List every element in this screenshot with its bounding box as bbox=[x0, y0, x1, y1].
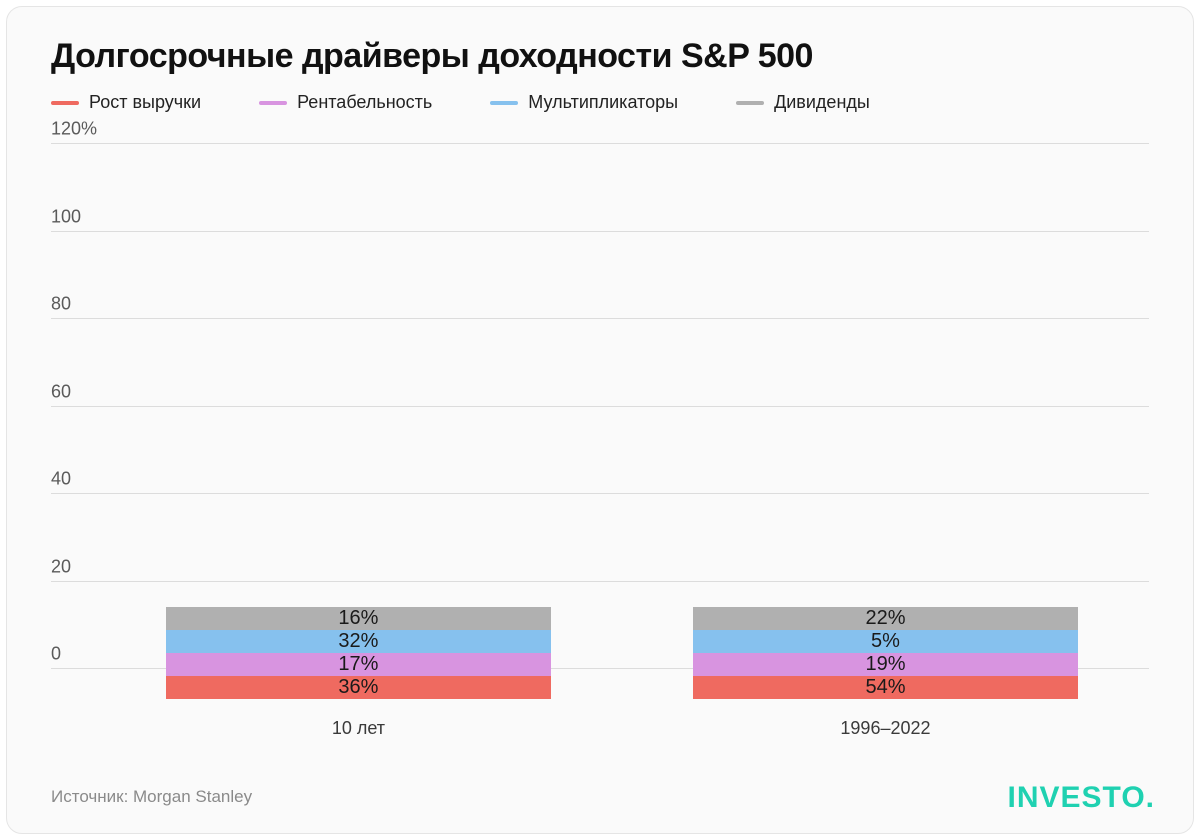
legend-swatch-icon bbox=[259, 101, 287, 105]
bar-segment-multiples: 32% bbox=[166, 630, 550, 653]
bar-segment-revenue: 54% bbox=[693, 676, 1077, 699]
bar-segment-margin: 17% bbox=[166, 653, 550, 676]
legend-label: Мультипликаторы bbox=[528, 92, 678, 113]
legend-swatch-icon bbox=[51, 101, 79, 105]
bar-segment-multiples: 5% bbox=[693, 630, 1077, 653]
bar-segment-dividends: 16% bbox=[166, 607, 550, 630]
legend-item-dividends: Дивиденды bbox=[736, 92, 870, 113]
bar-segment-label: 22% bbox=[865, 607, 905, 630]
y-tick-label: 40 bbox=[51, 469, 71, 490]
bar-c96_22: 54%19%5%22% bbox=[693, 607, 1077, 699]
y-tick-label: 20 bbox=[51, 556, 71, 577]
legend-label: Дивиденды bbox=[774, 92, 870, 113]
plot-area: 020406080100120%36%17%32%16%54%19%5%22%1… bbox=[51, 143, 1149, 819]
bar-segment-label: 19% bbox=[865, 653, 905, 676]
x-tick-label: 1996–2022 bbox=[840, 718, 930, 739]
gridline bbox=[51, 231, 1149, 232]
bar-segment-label: 36% bbox=[338, 676, 378, 699]
bar-segment-label: 5% bbox=[871, 630, 900, 653]
bar-segment-dividends: 22% bbox=[693, 607, 1077, 630]
bar-c10y: 36%17%32%16% bbox=[166, 607, 550, 699]
bar-segment-revenue: 36% bbox=[166, 676, 550, 699]
brand-logo: INVESTO. bbox=[1008, 781, 1155, 815]
bar-segment-margin: 19% bbox=[693, 653, 1077, 676]
y-tick-label: 100 bbox=[51, 206, 81, 227]
chart-card: Долгосрочные драйверы доходности S&P 500… bbox=[6, 6, 1194, 834]
y-tick-label: 80 bbox=[51, 294, 71, 315]
plot: 020406080100120%36%17%32%16%54%19%5%22% bbox=[51, 143, 1149, 699]
legend-swatch-icon bbox=[490, 101, 518, 105]
y-tick-label: 120% bbox=[51, 119, 97, 140]
x-tick-label: 10 лет bbox=[332, 718, 385, 739]
gridline bbox=[51, 581, 1149, 582]
chart-title: Долгосрочные драйверы доходности S&P 500 bbox=[51, 37, 1149, 76]
legend-swatch-icon bbox=[736, 101, 764, 105]
bar-segment-label: 32% bbox=[338, 630, 378, 653]
bar-segment-label: 16% bbox=[338, 607, 378, 630]
legend-label: Рентабельность bbox=[297, 92, 432, 113]
gridline bbox=[51, 493, 1149, 494]
legend-item-revenue: Рост выручки bbox=[51, 92, 201, 113]
legend-item-multiples: Мультипликаторы bbox=[490, 92, 678, 113]
bar-segment-label: 54% bbox=[865, 676, 905, 699]
gridline bbox=[51, 143, 1149, 144]
y-tick-label: 0 bbox=[51, 644, 61, 665]
legend: Рост выручки Рентабельность Мультипликат… bbox=[51, 92, 1149, 113]
source-attribution: Источник: Morgan Stanley bbox=[51, 787, 252, 807]
legend-label: Рост выручки bbox=[89, 92, 201, 113]
legend-item-margin: Рентабельность bbox=[259, 92, 432, 113]
y-tick-label: 60 bbox=[51, 381, 71, 402]
gridline bbox=[51, 318, 1149, 319]
bar-segment-label: 17% bbox=[338, 653, 378, 676]
gridline bbox=[51, 406, 1149, 407]
